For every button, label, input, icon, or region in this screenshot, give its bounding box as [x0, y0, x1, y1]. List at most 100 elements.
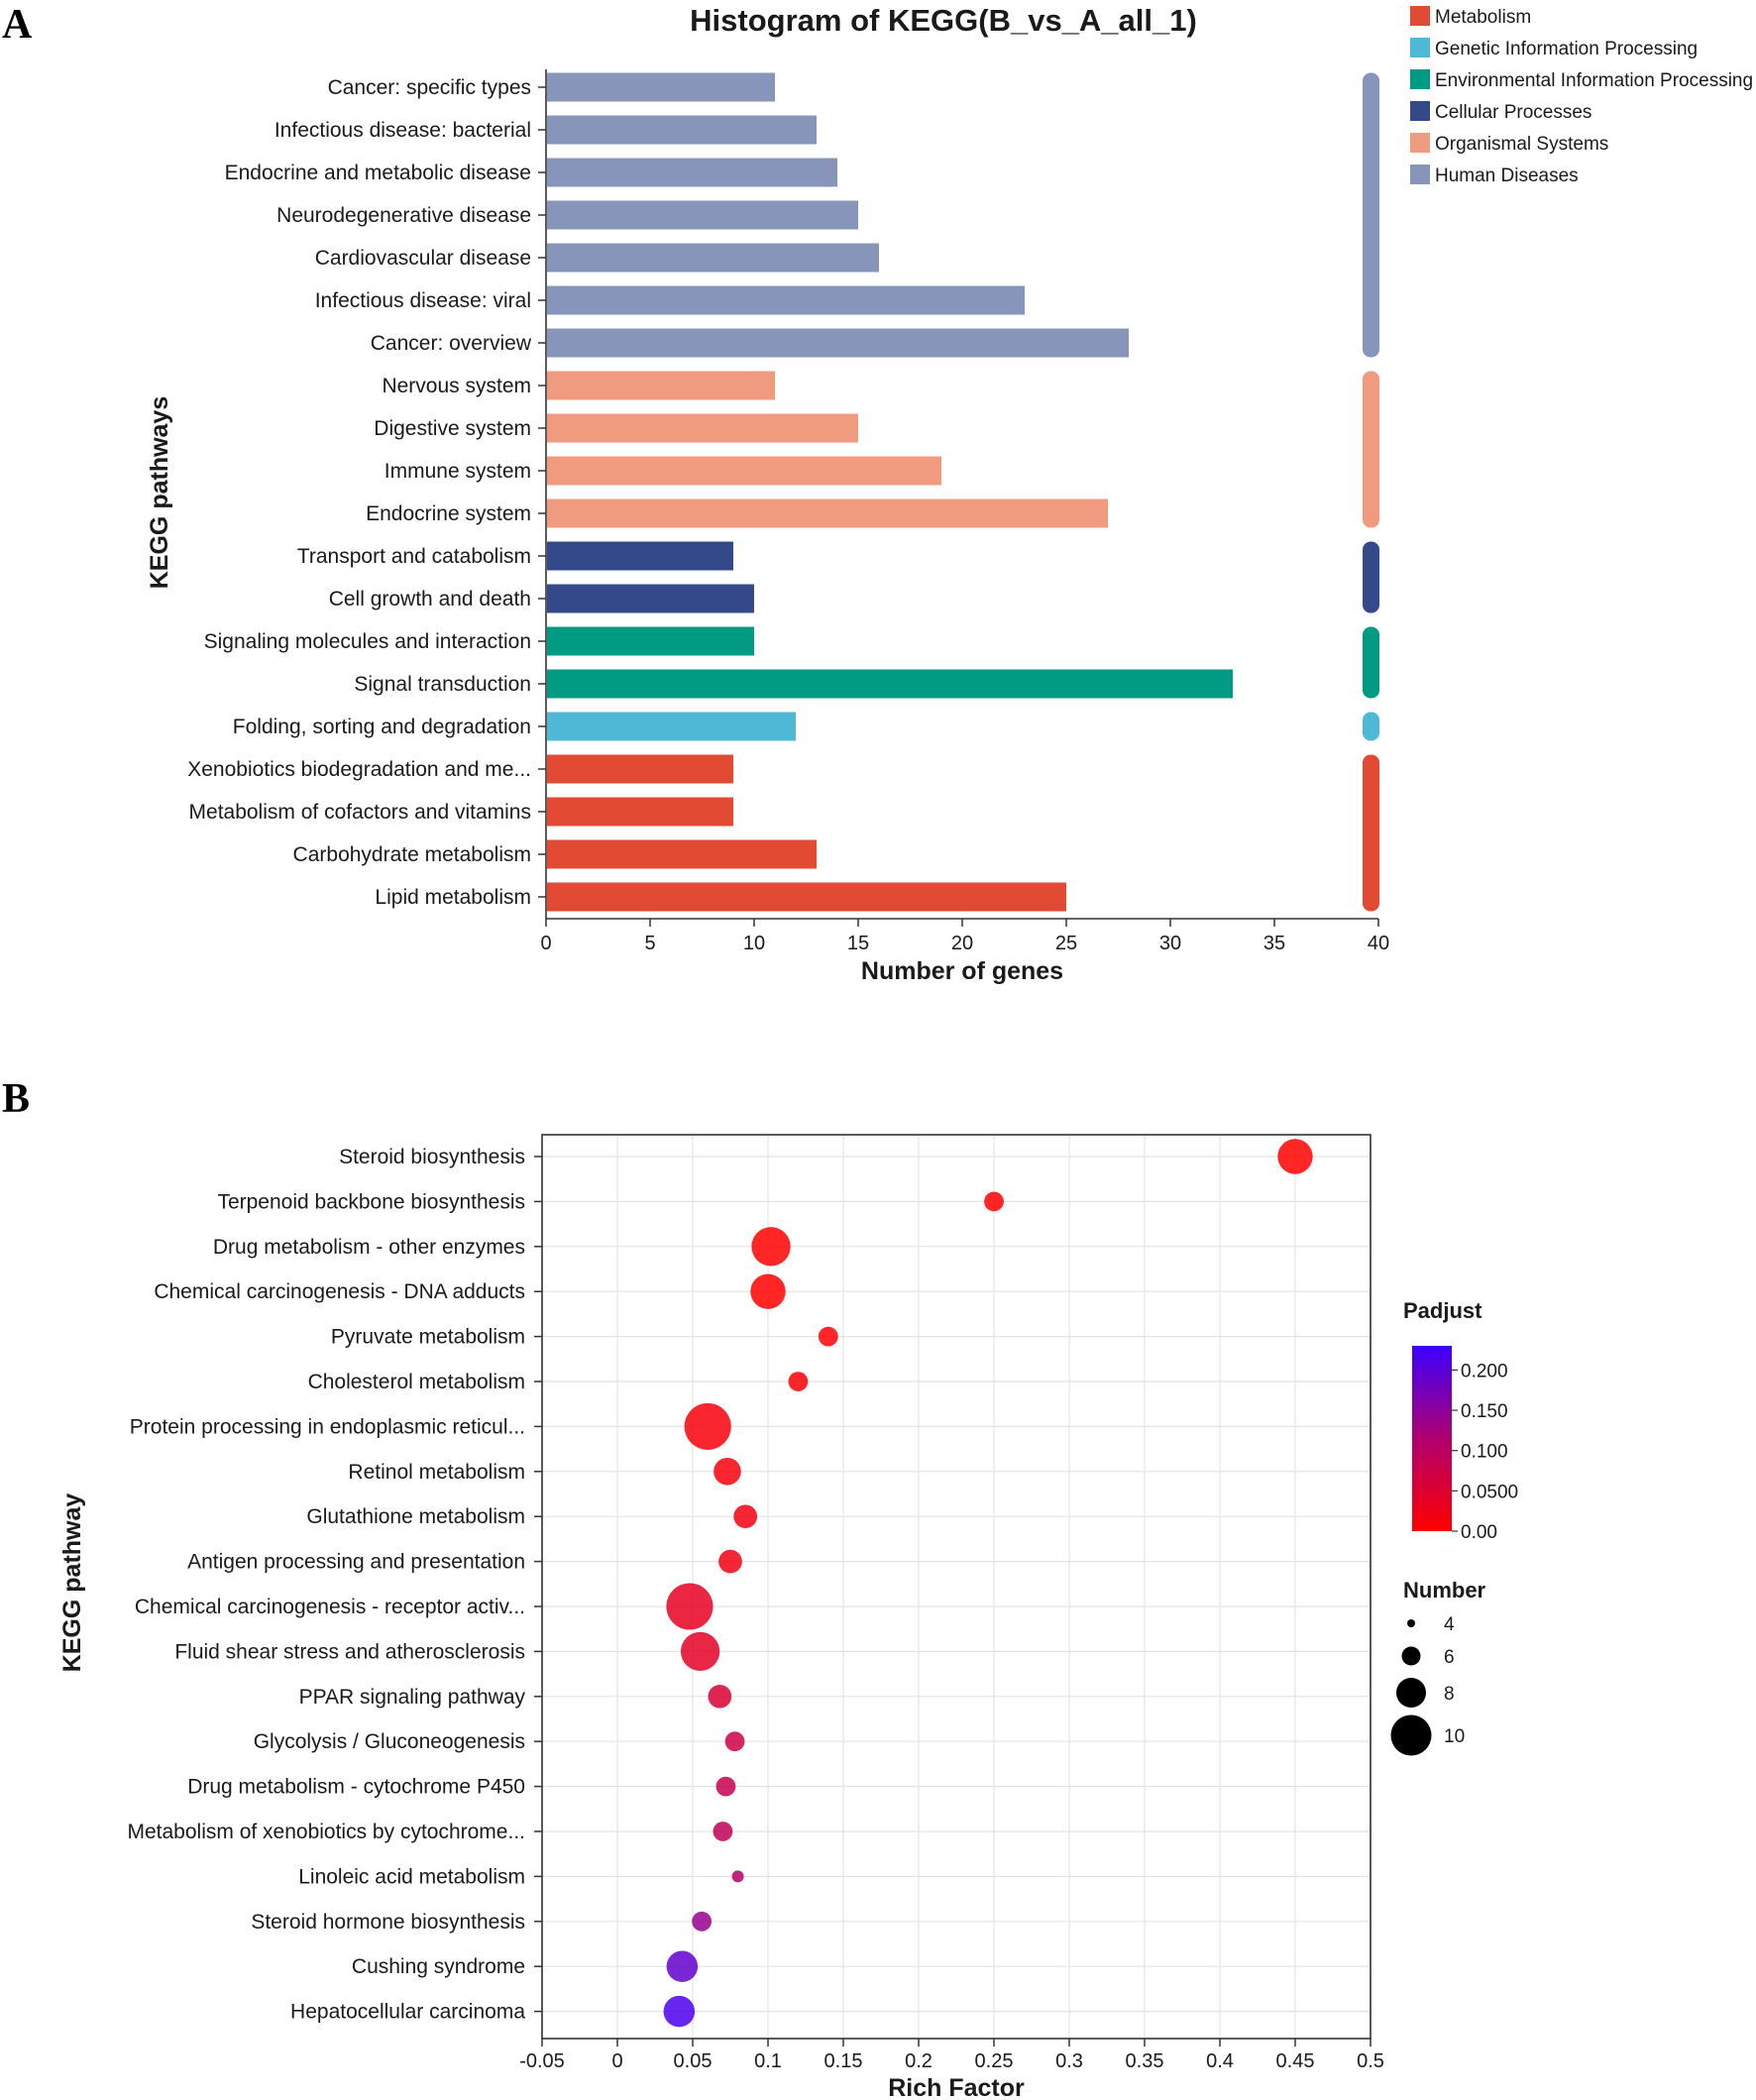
y-category-label: Steroid biosynthesis	[339, 1146, 525, 1168]
panel-letter-a: A	[2, 2, 33, 48]
data-point	[724, 1731, 745, 1752]
bar	[547, 413, 858, 443]
y-category-label: Neurodegenerative disease	[276, 204, 531, 227]
legend-swatch	[1410, 6, 1430, 26]
y-category-label: Digestive system	[374, 417, 531, 440]
legend-label: Human Diseases	[1435, 166, 1579, 186]
category-group-indicator	[1363, 72, 1379, 358]
chart-b-color-legend: Padjust 0.00 0.0500 0.100 0.150 0.200	[1403, 1298, 1518, 1543]
y-category-label: Drug metabolism - other enzymes	[213, 1236, 525, 1259]
bar	[547, 158, 837, 187]
bar	[547, 669, 1233, 699]
bar	[547, 456, 941, 486]
data-point	[680, 1631, 720, 1672]
y-category-label: Pyruvate metabolism	[331, 1326, 525, 1349]
data-point	[788, 1372, 809, 1391]
data-point	[708, 1684, 732, 1709]
chart-b-x-axis-title: Rich Factor	[888, 2074, 1025, 2100]
legend-label: Organismal Systems	[1435, 134, 1608, 155]
x-tick-label: 40	[1368, 933, 1389, 954]
data-point	[984, 1191, 1004, 1212]
chart-b-size-legend: Number 4 6 8 10	[1390, 1578, 1486, 1756]
chart-a-x-axis-title: Number of genes	[861, 957, 1063, 985]
chart-b-y-axis-title: KEGG pathway	[58, 1493, 86, 1673]
color-legend-tick-label: 0.0500	[1461, 1482, 1518, 1502]
chart-a-legend: Metabolism Genetic Information Processing…	[1410, 6, 1753, 186]
y-category-label: Cancer: specific types	[328, 76, 531, 99]
x-tick-label: 30	[1159, 933, 1181, 954]
legend-swatch	[1410, 38, 1430, 57]
x-tick-label: 20	[951, 933, 973, 954]
data-point	[666, 1583, 713, 1630]
data-point	[818, 1326, 838, 1347]
y-category-label: Steroid hormone biosynthesis	[251, 1911, 525, 1934]
bar	[547, 626, 754, 656]
y-category-label: Carbohydrate metabolism	[293, 843, 531, 866]
legend-label: Environmental Information Processing	[1435, 70, 1753, 91]
bar	[547, 328, 1129, 358]
bar	[547, 882, 1066, 912]
y-category-label: Retinol metabolism	[348, 1461, 525, 1484]
y-category-label: Linoleic acid metabolism	[298, 1865, 525, 1888]
y-category-label: Folding, sorting and degradation	[233, 716, 531, 738]
y-category-label: Cancer: overview	[371, 332, 532, 355]
x-tick-label: 0.15	[824, 2050, 863, 2072]
data-point	[663, 1995, 696, 2028]
x-tick-label: -0.05	[519, 2050, 565, 2072]
size-legend-label: 10	[1444, 1726, 1465, 1747]
legend-label: Metabolism	[1435, 7, 1531, 28]
y-category-label: Glutathione metabolism	[306, 1505, 525, 1528]
legend-swatch	[1410, 133, 1430, 153]
legend-label: Genetic Information Processing	[1435, 39, 1698, 59]
data-point	[692, 1911, 713, 1932]
size-legend-label: 6	[1444, 1647, 1455, 1668]
color-legend-tick-label: 0.00	[1461, 1522, 1497, 1543]
data-point	[713, 1822, 733, 1841]
y-category-label: Nervous system	[382, 375, 531, 397]
bar	[547, 200, 858, 230]
panel-b-bubble-chart: Steroid biosynthesis Terpenoid backbone b…	[58, 1134, 1518, 2100]
x-tick-label: 5	[644, 933, 655, 954]
x-tick-label: 0.45	[1276, 2050, 1315, 2072]
bar	[547, 498, 1108, 528]
bar	[547, 754, 733, 784]
chart-a-y-axis-title: KEGG pathways	[146, 396, 173, 590]
y-category-label: Terpenoid backbone biosynthesis	[217, 1190, 525, 1213]
x-tick-label: 0.1	[754, 2050, 782, 2072]
x-tick-label: 25	[1055, 933, 1077, 954]
color-legend-gradient-bar	[1412, 1346, 1452, 1531]
legend-label: Cellular Processes	[1435, 102, 1591, 123]
category-group-indicator	[1363, 626, 1379, 699]
size-legend-label: 4	[1444, 1614, 1455, 1635]
panel-letter-b: B	[2, 1076, 30, 1122]
size-legend-label: 8	[1444, 1684, 1455, 1705]
bar	[547, 839, 817, 869]
y-category-label: Signal transduction	[354, 673, 531, 696]
x-tick-label: 0.3	[1055, 2050, 1083, 2072]
legend-swatch	[1410, 101, 1430, 121]
bar	[547, 243, 879, 273]
color-legend-tick-label: 0.100	[1461, 1442, 1508, 1463]
size-legend-circle	[1401, 1646, 1421, 1666]
y-category-label: Cardiovascular disease	[315, 247, 531, 270]
y-category-label: Chemical carcinogenesis - DNA adducts	[154, 1280, 525, 1303]
size-legend-circle	[1407, 1619, 1415, 1627]
chart-b-plot-frame	[541, 1134, 1372, 2040]
color-legend-tick-label: 0.200	[1461, 1361, 1508, 1382]
chart-a-title: Histogram of KEGG(B_vs_A_all_1)	[690, 3, 1197, 38]
y-category-label: Metabolism of xenobiotics by cytochrome.…	[127, 1821, 525, 1843]
y-category-label: Lipid metabolism	[375, 886, 531, 909]
y-category-label: Hepatocellular carcinoma	[290, 2001, 525, 2024]
y-category-label: Cell growth and death	[329, 588, 531, 610]
y-category-label: Glycolysis / Gluconeogenesis	[254, 1730, 525, 1753]
y-category-label: Cushing syndrome	[352, 1955, 525, 1978]
bar	[547, 285, 1025, 315]
y-category-label: Metabolism of cofactors and vitamins	[189, 801, 531, 824]
bar	[547, 712, 796, 741]
category-group-indicator	[1363, 712, 1379, 741]
category-group-indicator	[1363, 754, 1379, 912]
bar	[547, 115, 817, 145]
x-tick-label: 0.35	[1126, 2050, 1164, 2072]
y-category-label: Cholesterol metabolism	[308, 1371, 525, 1393]
